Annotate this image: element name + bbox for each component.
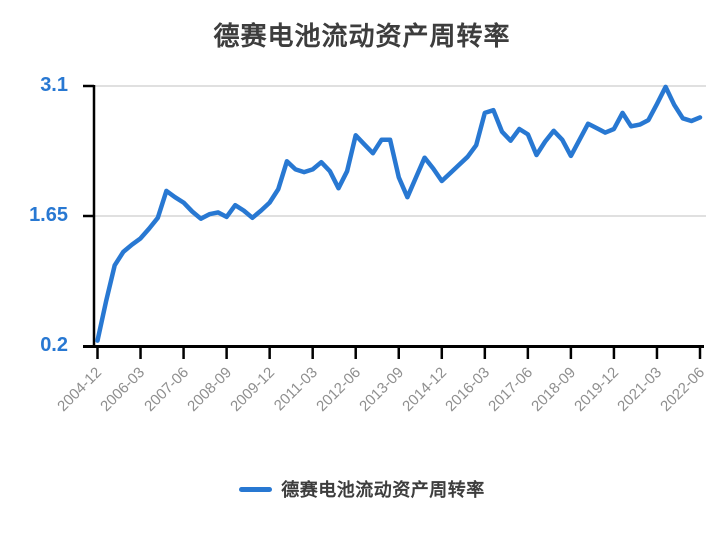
turnover-line-series: [95, 84, 703, 343]
legend-label: 德赛电池流动资产周转率: [281, 480, 485, 500]
chart-title: 德赛电池流动资产周转率: [213, 21, 511, 51]
y-axis-label: 3.1: [40, 74, 68, 97]
legend-line-swatch-icon: [239, 486, 273, 492]
legend: 德赛电池流动资产周转率: [0, 476, 724, 502]
y-axis-label: 1.65: [29, 204, 68, 227]
y-axis-label: 0.2: [40, 334, 68, 357]
legend-item-turnover[interactable]: 德赛电池流动资产周转率: [239, 476, 485, 502]
